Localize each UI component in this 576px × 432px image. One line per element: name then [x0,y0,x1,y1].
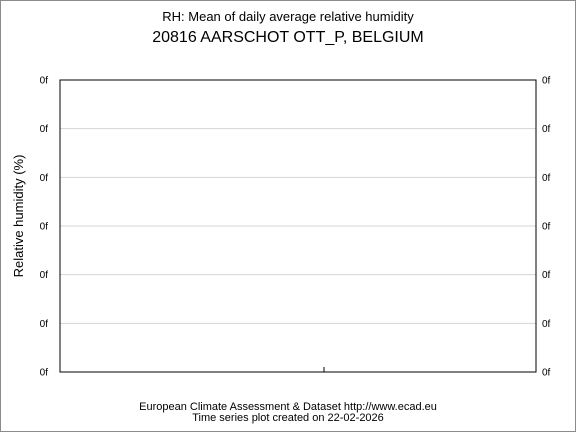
plot-area [59,79,537,373]
y-tick-label-left: 0f [40,319,49,330]
gridlines [60,128,536,324]
y-axis-ticks: 0f 0f 0f 0f 0f 0f 0f 0f 0f 0f 0f 0f 0f 0f [40,76,551,379]
chart-title: RH: Mean of daily average relative humid… [162,9,414,24]
y-tick-label-right: 0f [542,270,551,281]
y-tick-label-left: 0f [40,270,49,281]
y-tick-label-left: 0f [40,222,49,233]
y-tick-label-left: 0f [40,173,49,184]
y-tick-label-right: 0f [542,319,551,330]
y-tick-label-left: 0f [40,124,49,135]
y-tick-label-right: 0f [542,124,551,135]
y-tick-label-right: 0f [542,173,551,184]
chart-subtitle: 20816 AARSCHOT OTT_P, BELGIUM [152,29,424,46]
y-tick-label-left: 0f [40,368,49,379]
footer-source: European Climate Assessment & Dataset ht… [139,401,437,413]
y-tick-label-right: 0f [542,222,551,233]
y-axis-label: Relative humidity (%) [11,155,26,278]
footer-created: Time series plot created on 22-02-2026 [192,412,384,424]
y-tick-label-right: 0f [542,76,551,87]
y-tick-label-right: 0f [542,368,551,379]
y-tick-label-left: 0f [40,76,49,87]
